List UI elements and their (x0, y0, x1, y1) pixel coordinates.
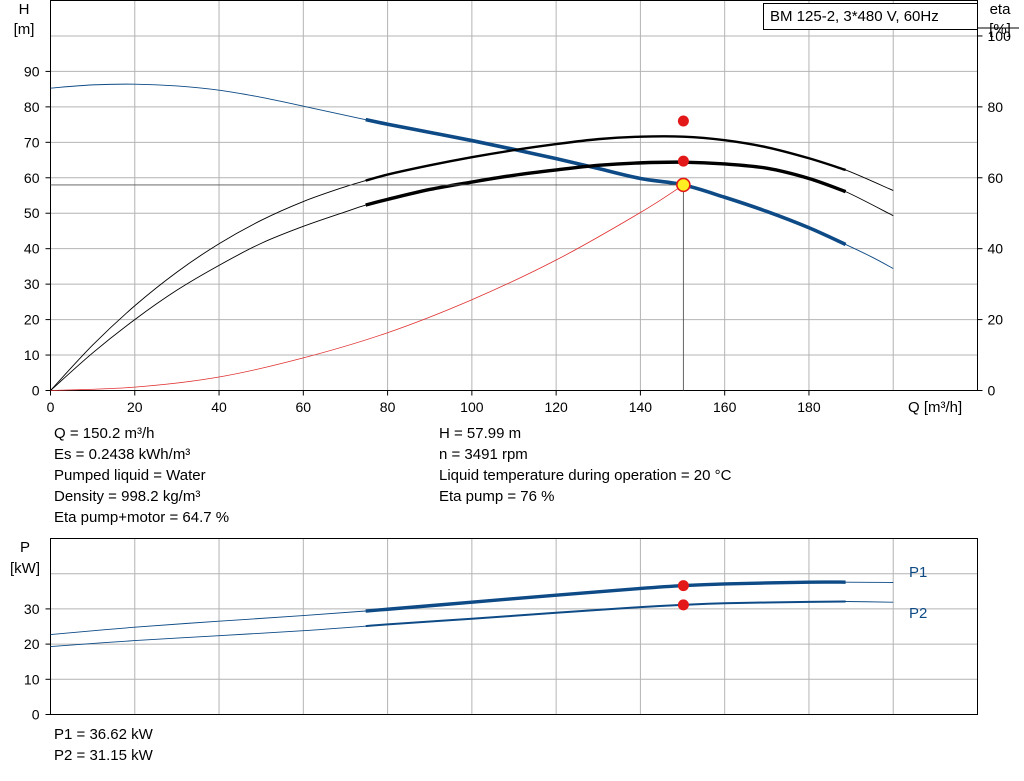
tick-label-x: 180 (797, 399, 821, 415)
power-chart-frame (50, 538, 978, 715)
head-chart-frame (50, 0, 978, 391)
eta-axis-label: eta (990, 1, 1012, 18)
tick-label-x: 80 (380, 399, 396, 415)
head-efficiency-chart: 0 20 40 60 80 100 120 140 160 180 0 10 20 30 40 50 60 70 8… (14, 0, 1019, 416)
tick-label-x: 0 (47, 399, 55, 415)
tick-label-y: 0 (32, 383, 40, 399)
eta-pump-motor-curve-operating-range (365, 160, 847, 207)
eta-pump-point (677, 115, 689, 127)
p2-curve-operating-range (365, 600, 846, 628)
info-p2: P2 = 31.15 kW (54, 747, 153, 764)
tick-label-y: 10 (24, 671, 40, 687)
p1-curve-operating-range (365, 580, 846, 613)
power-axis-label: P (20, 539, 30, 556)
power-axis-unit: [kW] (10, 560, 40, 577)
tick-label-y: 20 (24, 312, 40, 328)
info-p1: P1 = 36.62 kW (54, 726, 153, 743)
pump-label-box: BM 125-2, 3*480 V, 60Hz (763, 3, 978, 30)
p1-point (677, 580, 689, 592)
tick-label-y: 10 (24, 347, 40, 363)
info-head: H = 57.99 m (439, 425, 522, 442)
eta-pump-curve-operating-range (365, 135, 846, 182)
info-liquid-temperature: Liquid temperature during operation = 20… (439, 467, 732, 484)
series-label-p1: P1 (909, 564, 927, 581)
tick-label-y: 90 (24, 63, 40, 79)
info-flow: Q = 150.2 m³/h (54, 425, 155, 442)
operating-info-right: H = 57.99 m n = 3491 rpm Liquid temperat… (439, 423, 731, 507)
tick-label-y2: 100 (988, 28, 1012, 44)
eta-axis-unit: [%] (989, 21, 1011, 38)
info-eta-pump: Eta pump = 76 % (439, 488, 555, 505)
tick-label-x: 120 (544, 399, 568, 415)
tick-label-y2: 0 (988, 383, 996, 399)
head-axis-unit: [m] (14, 21, 35, 38)
head-curve-operating-range (365, 117, 847, 247)
info-pumped-liquid: Pumped liquid = Water (54, 467, 206, 484)
info-specific-energy: Es = 0.2438 kWh/m³ (54, 446, 191, 463)
eta-pump-motor-point (677, 155, 689, 167)
info-eta-pump-motor: Eta pump+motor = 64.7 % (54, 509, 230, 526)
head-axis-label: H (19, 1, 30, 18)
tick-label-y: 70 (24, 134, 40, 150)
operating-info-left: Q = 150.2 m³/h Es = 0.2438 kWh/m³ Pumped… (54, 423, 229, 528)
tick-label-y2: 80 (988, 99, 1004, 115)
tick-label-y: 30 (24, 601, 40, 617)
tick-label-x: 20 (127, 399, 143, 415)
tick-label-y: 60 (24, 170, 40, 186)
tick-label-y2: 20 (988, 312, 1004, 328)
info-density: Density = 998.2 kg/m³ (54, 488, 201, 505)
tick-label-y: 50 (24, 205, 40, 221)
power-chart: 0 10 20 30 P [kW] P1 P2 (10, 538, 978, 723)
tick-label-y2: 40 (988, 241, 1004, 257)
flow-axis-label: Q [m³/h] (908, 399, 962, 416)
tick-label-y: 20 (24, 636, 40, 652)
tick-label-y: 30 (24, 276, 40, 292)
tick-label-x: 100 (460, 399, 484, 415)
p2-point (677, 599, 689, 611)
tick-label-y: 80 (24, 99, 40, 115)
series-label-p2: P2 (909, 605, 927, 622)
system-curve (50, 184, 684, 391)
tick-label-y: 0 (32, 707, 40, 723)
tick-label-y: 40 (24, 241, 40, 257)
tick-label-x: 160 (713, 399, 737, 415)
pump-label: BM 125-2, 3*480 V, 60Hz (770, 8, 939, 25)
info-speed: n = 3491 rpm (439, 446, 528, 463)
tick-label-x: 140 (629, 399, 653, 415)
power-info: P1 = 36.62 kW P2 = 31.15 kW (54, 724, 153, 766)
tick-label-y2: 60 (988, 170, 1004, 186)
tick-label-x: 40 (211, 399, 227, 415)
duty-point (676, 177, 691, 193)
tick-label-x: 60 (296, 399, 312, 415)
